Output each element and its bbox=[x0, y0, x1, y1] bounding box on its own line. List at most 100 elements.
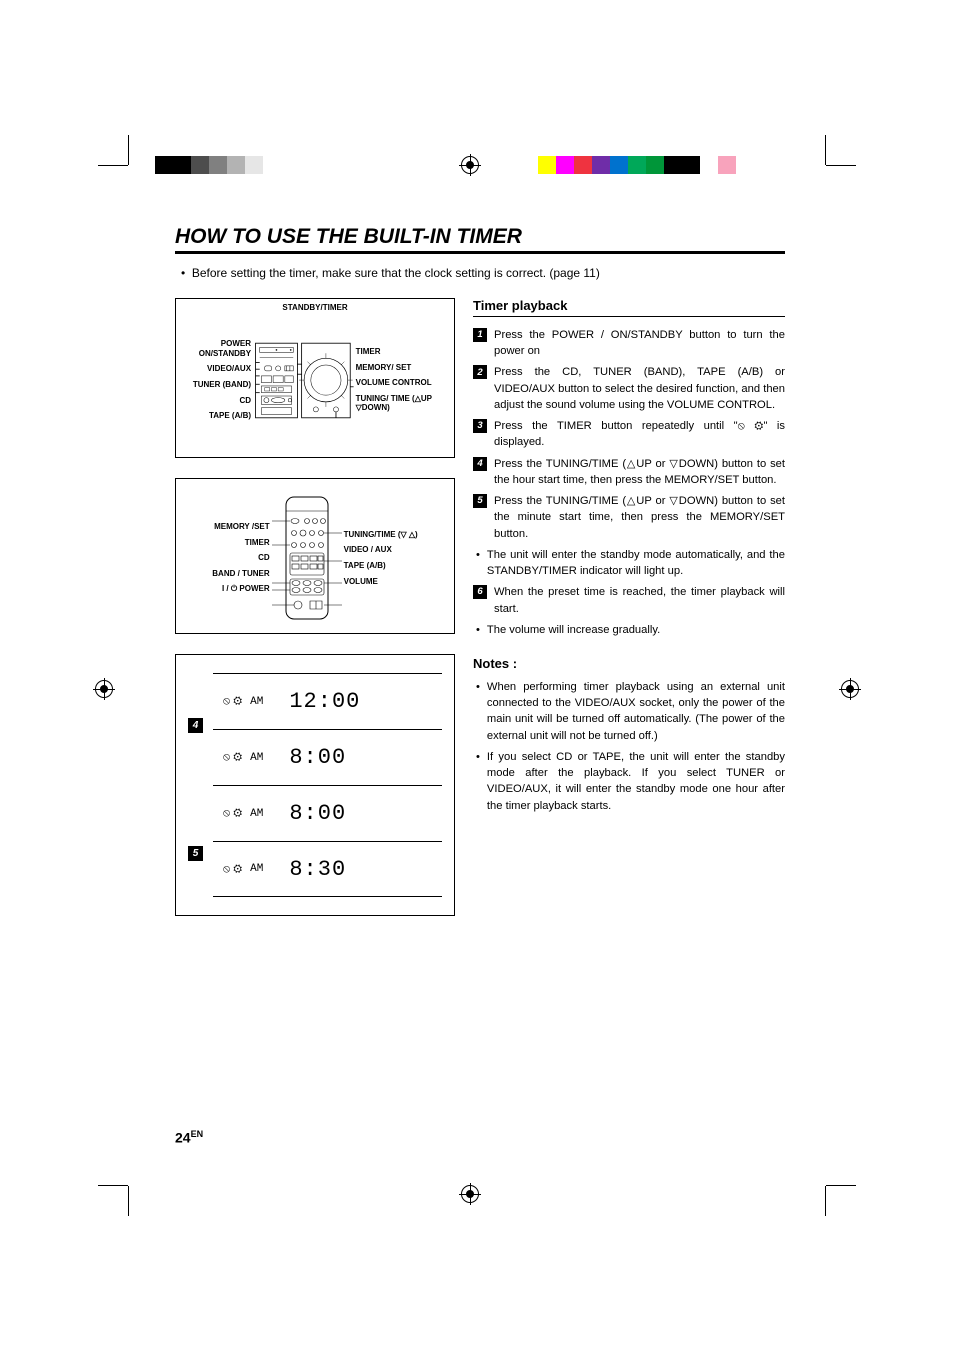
notes-heading: Notes : bbox=[473, 656, 785, 671]
page-number: 24EN bbox=[175, 1129, 203, 1146]
crop-mark bbox=[825, 135, 826, 165]
diagram-label: TUNING/ TIME (△UP ▽DOWN) bbox=[356, 394, 450, 413]
diagram-label: MEMORY/ SET bbox=[356, 363, 450, 373]
diagram-label: TUNER (BAND) bbox=[180, 380, 251, 390]
clock-timer-icons: ⦸ ⚙ bbox=[223, 695, 242, 708]
bullet-item: The volume will increase gradually. bbox=[473, 622, 785, 638]
lcd-time: 8:00 bbox=[289, 745, 346, 770]
swatch bbox=[155, 156, 173, 174]
swatch bbox=[556, 156, 574, 174]
diagram-label: TIMER bbox=[356, 347, 450, 357]
bullet-item: The unit will enter the standby mode aut… bbox=[473, 547, 785, 579]
diagram-label: TUNING/TIME (▽ △) bbox=[344, 530, 418, 540]
diagram-label: I / ⏻ POWER bbox=[212, 584, 269, 594]
step-number-icon: 3 bbox=[473, 419, 487, 433]
remote-diagram: MEMORY /SET TIMER CD BAND / TUNER I / ⏻ POWE… bbox=[175, 478, 455, 634]
crop-mark bbox=[825, 1186, 826, 1216]
swatch bbox=[592, 156, 610, 174]
step-item: 6When the preset time is reached, the ti… bbox=[473, 584, 785, 616]
lcd-steps-diagram: 4 5 ⦸ ⚙ AM 12:00 ⦸ ⚙ AM 8:00 ⦸ ⚙ AM 8:00 ⦸ ⚙ AM 8… bbox=[175, 654, 455, 916]
diagram-label: CD bbox=[212, 553, 269, 563]
note-item: If you select CD or TAPE, the unit will … bbox=[473, 749, 785, 814]
diagram-label: TAPE (A/B) bbox=[180, 411, 251, 421]
swatch bbox=[574, 156, 592, 174]
lcd-row: ⦸ ⚙ AM 8:00 bbox=[213, 729, 442, 785]
diagram-label: MEMORY /SET bbox=[212, 522, 269, 532]
step-item: 4Press the TUNING/TIME (△UP or ▽DOWN) bu… bbox=[473, 456, 785, 488]
crop-mark bbox=[128, 1186, 129, 1216]
lcd-band: AM bbox=[250, 752, 263, 764]
diagram-label: VIDEO / AUX bbox=[344, 545, 418, 555]
playback-heading: Timer playback bbox=[473, 298, 785, 317]
instructions-column: Timer playback 1Press the POWER / ON/STA… bbox=[473, 298, 785, 916]
swatch bbox=[628, 156, 646, 174]
notes-list: When performing timer playback using an … bbox=[473, 679, 785, 814]
swatch bbox=[281, 156, 299, 174]
color-bar-left bbox=[155, 156, 371, 174]
remote-control-icon bbox=[272, 493, 342, 623]
diagram-label: VOLUME bbox=[344, 577, 418, 587]
step-item: 2Press the CD, TUNER (BAND), TAPE (A/B) … bbox=[473, 364, 785, 413]
diagrams-column: STANDBY/TIMER POWER ON/STANDBY VIDEO/AUX T… bbox=[175, 298, 455, 916]
step-number-icon: 4 bbox=[473, 457, 487, 471]
diagram-label: TIMER bbox=[212, 538, 269, 548]
crop-mark bbox=[128, 135, 129, 165]
page-title: HOW TO USE THE BUILT-IN TIMER bbox=[175, 225, 785, 254]
step-number-icon: 6 bbox=[473, 585, 487, 599]
swatch bbox=[173, 156, 191, 174]
color-bar-right bbox=[520, 156, 754, 174]
swatch bbox=[317, 156, 335, 174]
swatch bbox=[610, 156, 628, 174]
step-number-badge: 5 bbox=[188, 846, 203, 861]
registration-mark-icon bbox=[95, 680, 113, 698]
step-item: 1Press the POWER / ON/STANDBY button to … bbox=[473, 327, 785, 359]
swatch bbox=[209, 156, 227, 174]
swatch bbox=[191, 156, 209, 174]
diagram-label: POWER ON/STANDBY bbox=[180, 339, 251, 358]
lcd-time: 8:00 bbox=[289, 801, 346, 826]
swatch bbox=[263, 156, 281, 174]
swatch bbox=[335, 156, 353, 174]
swatch bbox=[664, 156, 682, 174]
registration-mark-icon bbox=[461, 156, 479, 174]
swatch bbox=[646, 156, 664, 174]
lcd-time: 8:30 bbox=[289, 857, 346, 882]
swatch bbox=[538, 156, 556, 174]
swatch bbox=[245, 156, 263, 174]
diagram-label: VOLUME CONTROL bbox=[356, 378, 450, 388]
lcd-row: ⦸ ⚙ AM 12:00 bbox=[213, 673, 442, 729]
lcd-band: AM bbox=[250, 863, 263, 875]
note-item: When performing timer playback using an … bbox=[473, 679, 785, 744]
step-number-icon: 1 bbox=[473, 328, 487, 342]
lcd-time: 12:00 bbox=[289, 689, 360, 714]
step-number-badge: 4 bbox=[188, 718, 203, 733]
page-body: HOW TO USE THE BUILT-IN TIMER Before set… bbox=[175, 225, 785, 916]
crop-mark bbox=[98, 1185, 128, 1186]
intro-text: Before setting the timer, make sure that… bbox=[175, 266, 785, 280]
clock-timer-icons: ⦸ ⚙ bbox=[223, 863, 242, 876]
step-item: 5Press the TUNING/TIME (△UP or ▽DOWN) bu… bbox=[473, 493, 785, 542]
swatch bbox=[227, 156, 245, 174]
main-unit-diagram: STANDBY/TIMER POWER ON/STANDBY VIDEO/AUX T… bbox=[175, 298, 455, 458]
swatch bbox=[718, 156, 736, 174]
swatch bbox=[736, 156, 754, 174]
diagram-label: CD bbox=[180, 396, 251, 406]
crop-mark bbox=[826, 1185, 856, 1186]
diagram-top-label: STANDBY/TIMER bbox=[176, 303, 454, 312]
lcd-band: AM bbox=[250, 696, 263, 708]
registration-mark-icon bbox=[841, 680, 859, 698]
diagram-label: VIDEO/AUX bbox=[180, 364, 251, 374]
clock-timer-icons: ⦸ ⚙ bbox=[223, 807, 242, 820]
swatch bbox=[682, 156, 700, 174]
crop-mark bbox=[98, 165, 128, 166]
step-number-icon: 5 bbox=[473, 494, 487, 508]
lcd-row: ⦸ ⚙ AM 8:30 bbox=[213, 841, 442, 897]
swatch bbox=[353, 156, 371, 174]
swatch bbox=[700, 156, 718, 174]
diagram-label: BAND / TUNER bbox=[212, 569, 269, 579]
clock-timer-icons: ⦸ ⚙ bbox=[223, 751, 242, 764]
diagram-label: TAPE (A/B) bbox=[344, 561, 418, 571]
lcd-band: AM bbox=[250, 808, 263, 820]
step-number-icon: 2 bbox=[473, 365, 487, 379]
crop-mark bbox=[826, 165, 856, 166]
